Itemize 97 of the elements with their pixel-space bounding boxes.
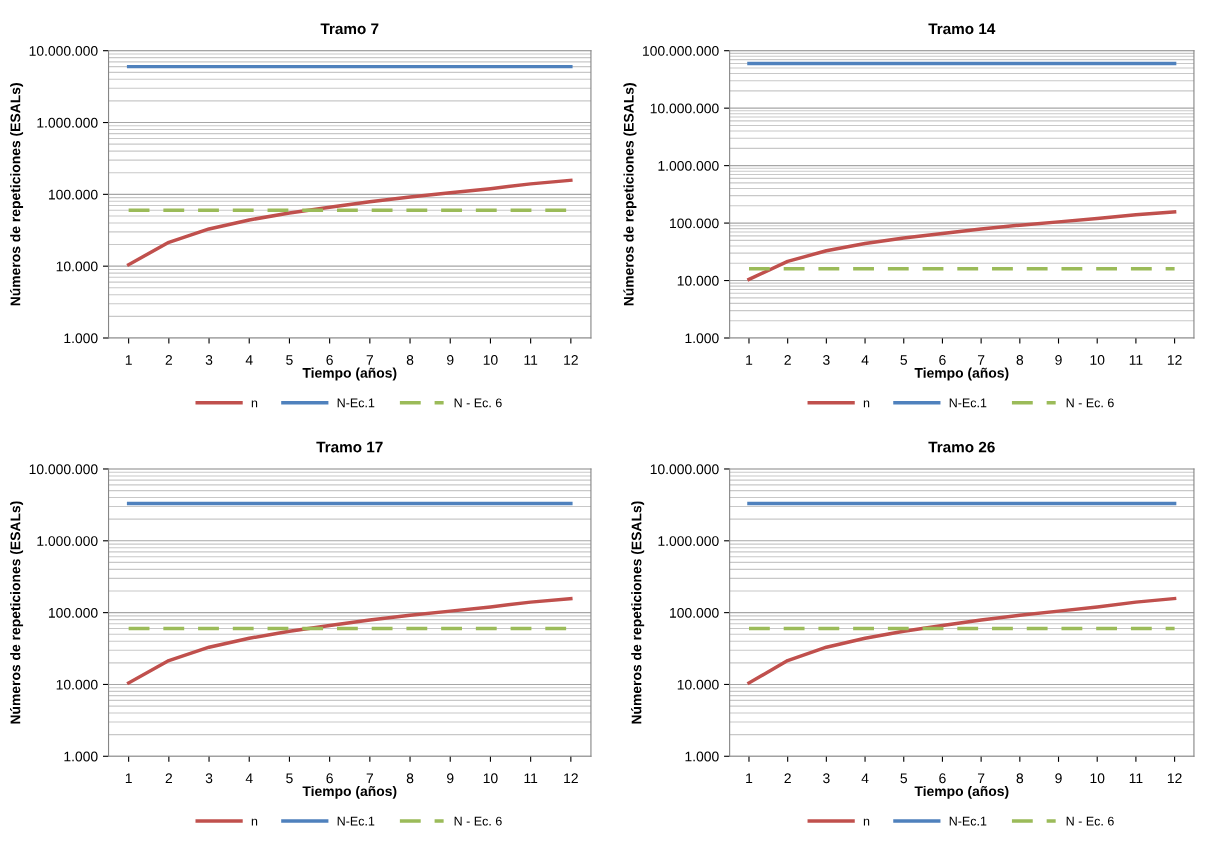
x-tick-label: 11 bbox=[524, 355, 538, 365]
x-tick-label: 7 bbox=[366, 355, 374, 365]
y-tick-label: 10.000.000 bbox=[650, 464, 719, 475]
x-tick-label: 7 bbox=[366, 773, 374, 784]
y-tick-label: 1.000 bbox=[64, 751, 98, 762]
x-tick-label: 6 bbox=[939, 773, 946, 784]
x-tick-label: 4 bbox=[245, 355, 253, 365]
x-tick-label: 2 bbox=[165, 773, 173, 784]
y-axis-title: Números de repeticiones (ESALs) bbox=[631, 501, 645, 724]
x-axis-title: Tiempo (años) bbox=[302, 367, 397, 381]
x-tick-label: 9 bbox=[447, 773, 454, 784]
x-tick-label: 3 bbox=[823, 773, 830, 784]
chart-title: Tramo 17 bbox=[316, 441, 383, 453]
x-tick-label: 6 bbox=[939, 355, 946, 365]
y-axis-title: Números de repeticiones (ESALs) bbox=[623, 83, 637, 306]
x-tick-label: 2 bbox=[784, 773, 791, 784]
y-tick-label: 10.000.000 bbox=[650, 103, 719, 114]
x-tick-label: 1 bbox=[746, 355, 753, 365]
line-series bbox=[126, 178, 573, 267]
legend-label: n bbox=[251, 400, 258, 408]
y-axis-title: Números de repeticiones (ESALs) bbox=[9, 83, 24, 306]
line-series bbox=[747, 596, 1177, 685]
y-tick-label: 100.000 bbox=[670, 607, 719, 618]
x-tick-label: 6 bbox=[326, 773, 333, 784]
chart-title: Tramo 14 bbox=[928, 23, 996, 35]
y-tick-label: 1.000.000 bbox=[37, 117, 98, 128]
x-tick-label: 5 bbox=[286, 773, 293, 784]
x-tick-label: 1 bbox=[125, 773, 132, 784]
legend-label: N-Ec.1 bbox=[337, 398, 375, 408]
y-tick-label: 1.000.000 bbox=[658, 160, 719, 171]
x-tick-label: 8 bbox=[406, 355, 414, 365]
x-tick-label: 11 bbox=[1129, 355, 1143, 365]
legend-label: N - Ec. 6 bbox=[454, 816, 502, 826]
y-tick-label: 100.000 bbox=[48, 189, 98, 200]
y-tick-label: 100.000.000 bbox=[643, 46, 719, 56]
x-tick-label: 5 bbox=[900, 773, 908, 784]
x-tick-label: 12 bbox=[564, 773, 578, 784]
chart-title: Tramo 7 bbox=[320, 23, 379, 35]
y-tick-label: 1.000.000 bbox=[37, 536, 98, 546]
x-tick-label: 12 bbox=[564, 355, 578, 365]
legend-label: N-Ec.1 bbox=[337, 816, 375, 826]
x-tick-label: 8 bbox=[1016, 773, 1024, 784]
x-axis-title: Tiempo (años) bbox=[914, 785, 1009, 799]
x-tick-label: 10 bbox=[483, 355, 498, 365]
legend-label: N - Ec. 6 bbox=[1066, 398, 1114, 408]
x-tick-label: 4 bbox=[245, 773, 253, 784]
x-tick-label: 10 bbox=[1090, 773, 1105, 784]
x-tick-label: 4 bbox=[861, 355, 869, 365]
x-tick-label: 5 bbox=[900, 355, 908, 365]
legend-label: N-Ec.1 bbox=[949, 398, 987, 408]
y-tick-label: 1.000 bbox=[64, 333, 98, 344]
x-tick-label: 10 bbox=[483, 773, 498, 784]
x-tick-label: 7 bbox=[977, 773, 985, 784]
legend-label: N - Ec. 6 bbox=[454, 398, 502, 408]
y-tick-label: 10.000.000 bbox=[29, 464, 98, 475]
y-tick-label: 10.000 bbox=[677, 679, 719, 690]
legend-label: N-Ec.1 bbox=[949, 816, 987, 826]
x-tick-label: 9 bbox=[1055, 355, 1062, 365]
x-tick-label: 11 bbox=[524, 773, 538, 784]
x-tick-label: 5 bbox=[286, 355, 293, 365]
x-tick-label: 12 bbox=[1167, 773, 1182, 784]
line-series bbox=[126, 596, 573, 685]
x-tick-label: 1 bbox=[125, 355, 132, 365]
x-axis-title: Tiempo (años) bbox=[914, 367, 1009, 381]
chart-title: Tramo 26 bbox=[928, 441, 995, 453]
x-tick-label: 4 bbox=[861, 773, 869, 784]
x-tick-label: 11 bbox=[1129, 773, 1143, 784]
legend-label: n bbox=[863, 818, 870, 826]
legend-label: n bbox=[863, 400, 870, 408]
x-axis-title: Tiempo (años) bbox=[302, 785, 397, 799]
y-tick-label: 100.000 bbox=[48, 607, 98, 618]
y-tick-label: 1.000 bbox=[685, 751, 719, 762]
legend-label: n bbox=[251, 818, 258, 826]
x-tick-label: 7 bbox=[977, 355, 985, 365]
y-tick-label: 10.000 bbox=[677, 275, 719, 286]
y-axis-title: Números de repeticiones (ESALs) bbox=[9, 501, 24, 724]
x-tick-label: 12 bbox=[1167, 355, 1182, 365]
x-tick-label: 3 bbox=[823, 355, 830, 365]
y-tick-label: 10.000 bbox=[56, 679, 98, 690]
x-tick-label: 8 bbox=[1016, 355, 1024, 365]
x-tick-label: 3 bbox=[205, 773, 213, 784]
legend-label: N - Ec. 6 bbox=[1066, 816, 1114, 826]
line-series bbox=[747, 210, 1177, 282]
y-tick-label: 10.000.000 bbox=[29, 46, 98, 56]
x-tick-label: 9 bbox=[447, 355, 454, 365]
y-tick-label: 100.000 bbox=[670, 218, 719, 229]
x-tick-label: 8 bbox=[406, 773, 414, 784]
x-tick-label: 2 bbox=[165, 355, 173, 365]
x-tick-label: 3 bbox=[205, 355, 213, 365]
x-tick-label: 10 bbox=[1090, 355, 1105, 365]
y-tick-label: 10.000 bbox=[56, 261, 98, 272]
x-tick-label: 6 bbox=[326, 355, 333, 365]
y-tick-label: 1.000 bbox=[685, 333, 719, 344]
x-tick-label: 2 bbox=[784, 355, 791, 365]
x-tick-label: 9 bbox=[1055, 773, 1062, 784]
y-tick-label: 1.000.000 bbox=[658, 536, 719, 546]
x-tick-label: 1 bbox=[746, 773, 753, 784]
